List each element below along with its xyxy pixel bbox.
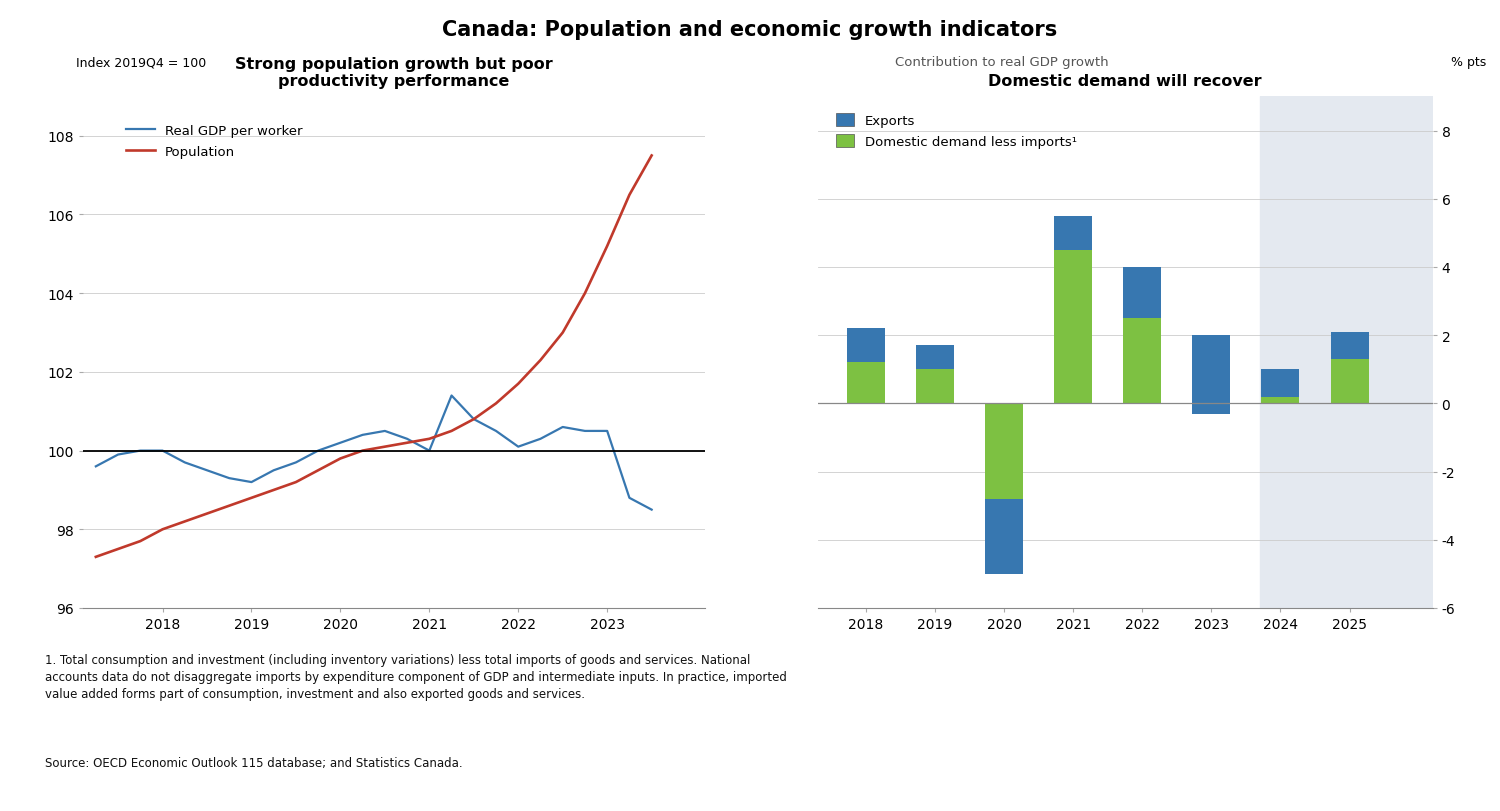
Population — [198, 509, 216, 519]
Real GDP per worker — [309, 446, 327, 456]
Bar — [1054, 251, 1092, 404]
Legend: Exports, Domestic demand less imports¹: Exports, Domestic demand less imports¹ — [830, 109, 1082, 154]
Text: 1. Total consumption and investment (including inventory variations) less total : 1. Total consumption and investment (inc… — [45, 653, 788, 700]
Real GDP per worker — [176, 458, 194, 468]
Population — [576, 289, 594, 298]
Population — [398, 438, 416, 448]
Text: % pts: % pts — [1450, 56, 1486, 69]
Real GDP per worker — [598, 427, 616, 436]
Real GDP per worker — [332, 438, 350, 448]
Population — [354, 446, 372, 456]
Line: Real GDP per worker: Real GDP per worker — [96, 396, 651, 510]
Population — [264, 486, 282, 496]
Bar — [1260, 97, 1454, 608]
Real GDP per worker — [442, 391, 460, 401]
Bar — [1330, 359, 1368, 404]
Population — [621, 191, 639, 200]
Text: Canada: Population and economic growth indicators: Canada: Population and economic growth i… — [442, 20, 1058, 41]
Real GDP per worker — [509, 442, 528, 452]
Line: Population: Population — [96, 157, 651, 557]
Real GDP per worker — [87, 462, 105, 472]
Bar — [847, 363, 885, 404]
Title: Domestic demand will recover: Domestic demand will recover — [988, 75, 1262, 89]
Bar — [1330, 333, 1368, 359]
Real GDP per worker — [243, 478, 261, 487]
Population — [531, 356, 549, 366]
Real GDP per worker — [554, 423, 572, 432]
Population — [243, 493, 261, 503]
Population — [87, 552, 105, 562]
Text: Index 2019Q4 = 100: Index 2019Q4 = 100 — [76, 56, 207, 69]
Population — [598, 242, 616, 251]
Population — [442, 427, 460, 436]
Bar — [1262, 370, 1299, 397]
Population — [642, 152, 660, 161]
Title: Strong population growth but poor
productivity performance: Strong population growth but poor produc… — [236, 57, 552, 89]
Population — [488, 399, 506, 409]
Real GDP per worker — [488, 427, 506, 436]
Bar — [986, 404, 1023, 500]
Bar — [1124, 268, 1161, 319]
Population — [376, 442, 394, 452]
Bar — [916, 346, 954, 370]
Real GDP per worker — [642, 505, 660, 515]
Real GDP per worker — [398, 435, 416, 444]
Population — [220, 501, 238, 511]
Population — [286, 478, 304, 487]
Bar — [1192, 404, 1230, 414]
Bar — [986, 500, 1023, 574]
Bar — [847, 329, 885, 363]
Text: Source: OECD Economic Outlook 115 database; and Statistics Canada.: Source: OECD Economic Outlook 115 databa… — [45, 756, 462, 769]
Bar — [916, 370, 954, 404]
Real GDP per worker — [531, 435, 549, 444]
Bar — [1192, 336, 1230, 414]
Population — [309, 466, 327, 475]
Real GDP per worker — [286, 458, 304, 468]
Population — [420, 435, 438, 444]
Real GDP per worker — [264, 466, 282, 475]
Population — [509, 380, 528, 389]
Real GDP per worker — [354, 431, 372, 440]
Population — [465, 414, 483, 424]
Real GDP per worker — [376, 427, 394, 436]
Real GDP per worker — [132, 446, 150, 456]
Population — [153, 525, 171, 534]
Real GDP per worker — [198, 466, 216, 475]
Real GDP per worker — [621, 493, 639, 503]
Population — [332, 454, 350, 464]
Real GDP per worker — [153, 446, 171, 456]
Real GDP per worker — [465, 414, 483, 424]
Population — [132, 537, 150, 547]
Population — [554, 328, 572, 338]
Real GDP per worker — [420, 446, 438, 456]
Legend: Real GDP per worker, Population: Real GDP per worker, Population — [120, 119, 308, 164]
Real GDP per worker — [576, 427, 594, 436]
Real GDP per worker — [110, 450, 128, 460]
Bar — [1124, 319, 1161, 404]
Bar — [1054, 217, 1092, 251]
Population — [110, 544, 128, 554]
Text: Contribution to real GDP growth: Contribution to real GDP growth — [896, 56, 1108, 69]
Bar — [1262, 397, 1299, 404]
Population — [176, 517, 194, 526]
Real GDP per worker — [220, 474, 238, 483]
